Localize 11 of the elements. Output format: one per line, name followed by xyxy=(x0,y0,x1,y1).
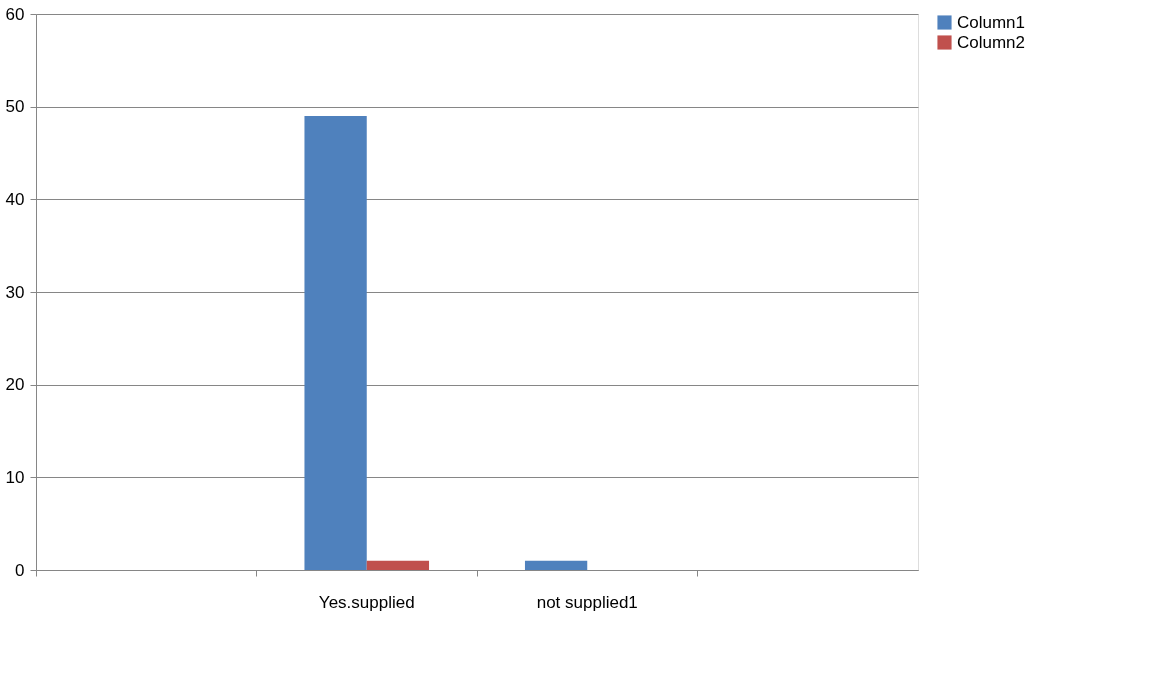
y-tick-label: 10 xyxy=(5,467,25,487)
x-tick-label: not supplied1 xyxy=(536,592,638,612)
y-tick-label: 50 xyxy=(5,97,25,117)
y-tick-label: 60 xyxy=(5,4,25,24)
y-tick-label: 30 xyxy=(5,282,25,302)
y-tick-label: 0 xyxy=(15,560,25,580)
x-tick-label: Yes.supplied xyxy=(318,592,415,612)
y-tick-label: 20 xyxy=(5,375,25,395)
legend-label: Column1 xyxy=(957,12,1026,32)
legend-label: Column2 xyxy=(957,32,1026,52)
y-tick-label: 40 xyxy=(5,189,25,209)
